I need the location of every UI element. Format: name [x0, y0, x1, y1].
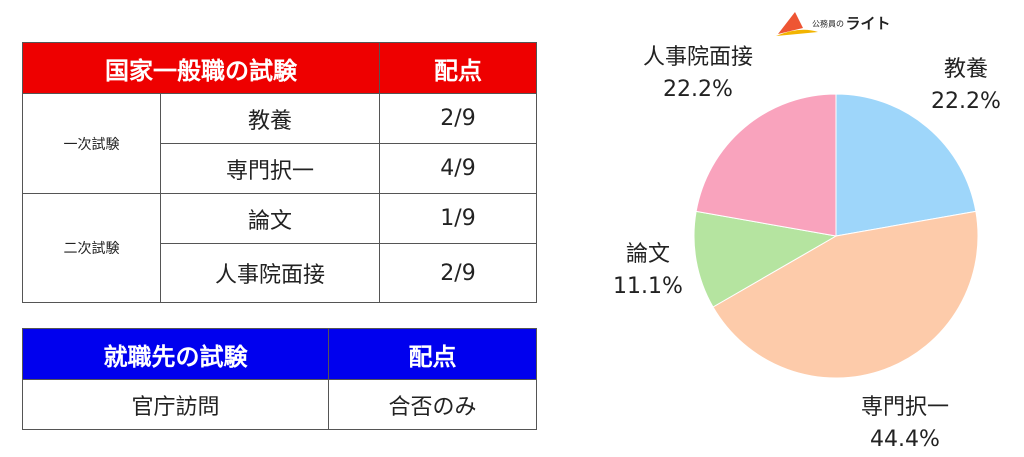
exam-table: 国家一般職の試験 配点 一次試験 教養 2/9 専門択一 4/9 二次試験 論文 1/9 人… [22, 42, 537, 303]
slice-label: 人事院面接 [643, 45, 753, 70]
group: 二次試験 [22, 193, 161, 303]
cell: 2/9 [379, 93, 537, 144]
logo-small: 公務員の [812, 19, 844, 29]
pie-slice [693, 210, 838, 308]
slice-label: 教養 [944, 57, 988, 82]
cell: 専門択一 [160, 143, 380, 194]
slice-value: 44.4% [870, 427, 940, 452]
slice-value: 22.2% [663, 77, 733, 102]
pie-slice [712, 210, 979, 379]
cell: 2/9 [379, 243, 537, 303]
header: 就職先の試験 [22, 328, 329, 380]
logo: 公務員の ライト [776, 12, 891, 36]
group: 一次試験 [22, 93, 161, 194]
employer-table: 就職先の試験 配点 官庁訪問 合否のみ [22, 328, 537, 430]
header: 国家一般職の試験 [22, 42, 380, 94]
cell: 官庁訪問 [22, 379, 329, 430]
pie-slice [835, 93, 977, 237]
slice-value: 11.1% [613, 274, 683, 299]
slice-value: 22.2% [931, 89, 1001, 114]
header: 配点 [379, 42, 537, 94]
cell: 人事院面接 [160, 243, 380, 303]
slice-label: 論文 [626, 242, 670, 267]
logo-icon [776, 29, 818, 36]
logo-icon [778, 12, 803, 34]
cell: 論文 [160, 193, 380, 244]
cell: 合否のみ [328, 379, 537, 430]
slice-label: 専門択一 [861, 395, 949, 420]
header: 配点 [328, 328, 537, 380]
pie-slice [695, 93, 837, 237]
cell: 教養 [160, 93, 380, 144]
logo-main: ライト [845, 15, 890, 33]
